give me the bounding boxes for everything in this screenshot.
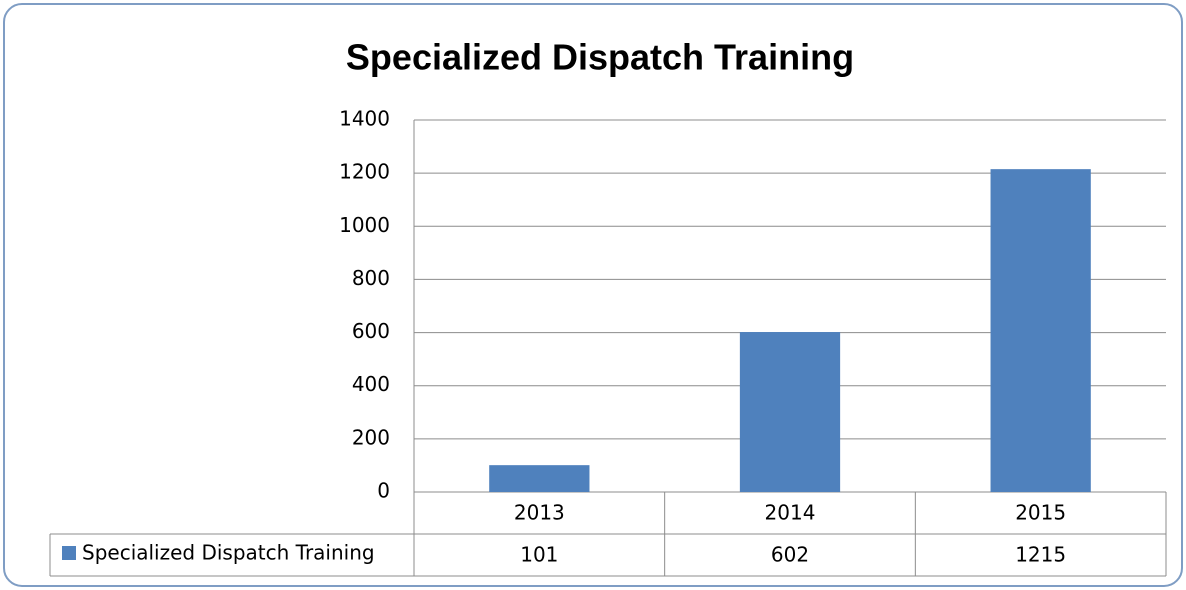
y-tick-label: 0 [377,479,390,503]
bar [990,169,1091,492]
x-tick-label: 2013 [514,501,565,525]
legend-swatch [62,546,76,560]
bar [489,465,590,492]
y-tick-label: 600 [352,319,390,343]
x-tick-label: 2015 [1015,501,1066,525]
table-value: 602 [771,543,809,567]
y-tick-label: 400 [352,372,390,396]
table-value: 1215 [1015,543,1066,567]
chart-title: Specialized Dispatch Training [346,37,854,78]
chart-frame [3,3,1183,587]
table-value: 101 [520,543,558,567]
y-tick-label: 800 [352,266,390,290]
y-tick-label: 1400 [339,107,390,131]
y-tick-label: 1200 [339,160,390,184]
y-tick-label: 200 [352,425,390,449]
bar [739,332,841,492]
legend-label: Specialized Dispatch Training [82,541,375,565]
x-tick-label: 2014 [765,501,816,525]
y-tick-label: 1000 [339,213,390,237]
